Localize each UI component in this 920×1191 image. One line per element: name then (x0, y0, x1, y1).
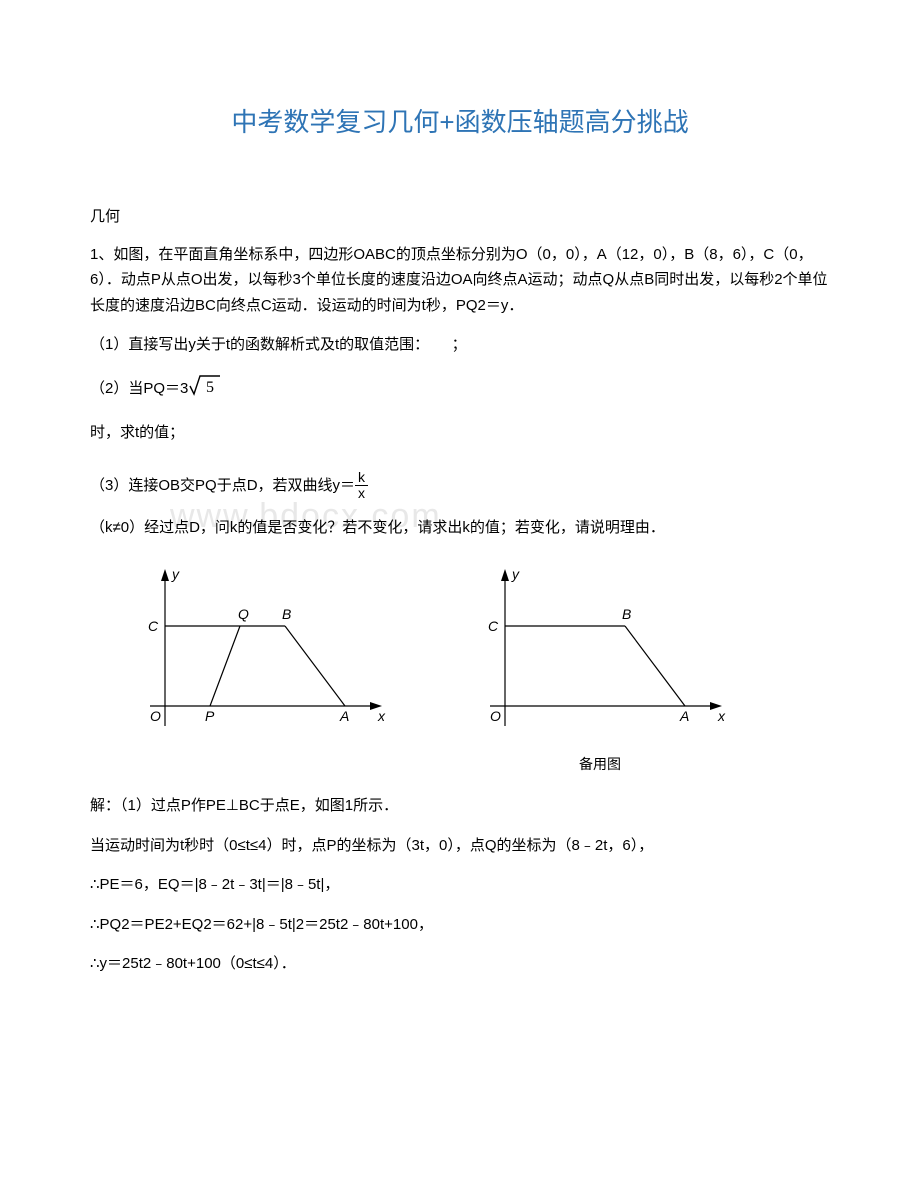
label-O-2: O (490, 708, 501, 724)
solution-line-2: 当运动时间为t秒时（0≤t≤4）时，点P的坐标为（3t，0），点Q的坐标为（8﹣… (90, 833, 830, 859)
section-header-geometry: 几何 (90, 204, 830, 230)
label-A: A (339, 708, 349, 724)
question-1: （1）直接写出y关于t的函数解析式及t的取值范围： ； (90, 332, 830, 358)
label-P: P (205, 708, 215, 724)
label-Q: Q (238, 606, 249, 622)
sqrt-expression: 5 (188, 372, 222, 407)
solution-line-3: ∴PE＝6，EQ＝|8﹣2t﹣3t|＝|8﹣5t|， (90, 872, 830, 898)
fraction-k-over-x: kx (355, 470, 368, 502)
q3-prefix: （3）连接OB交PQ于点D，若双曲线y＝ (90, 477, 355, 494)
question-3-line1: （3）连接OB交PQ于点D，若双曲线y＝kx www.bdocx.com (90, 470, 830, 502)
question-3-line2: （k≠0）经过点D，问k的值是否变化？若不变化，请求出k的值；若变化，请说明理由… (90, 515, 830, 541)
label-A-2: A (679, 708, 689, 724)
axis-label-y: y (171, 566, 180, 582)
label-B-2: B (622, 606, 631, 622)
page-title: 中考数学复习几何+函数压轴题高分挑战 (90, 100, 830, 144)
fraction-numerator: k (355, 470, 368, 486)
label-B: B (282, 606, 291, 622)
q2-prefix: （2）当PQ＝3 (90, 380, 188, 397)
axis-label-x-2: x (717, 708, 726, 724)
label-O: O (150, 708, 161, 724)
radicand: 5 (206, 379, 214, 396)
question-2-line2: 时，求t的值； (90, 420, 830, 446)
solution-line-4: ∴PQ2＝PE2+EQ2＝62+|8﹣5t|2＝25t2﹣80t+100， (90, 912, 830, 938)
diagram-row: y x C Q B O P A y x (120, 561, 830, 777)
fraction-denominator: x (355, 486, 368, 501)
diagram-left: y x C Q B O P A (120, 561, 400, 777)
label-C: C (148, 618, 159, 634)
diagram-right: y x C B O A 备用图 (460, 561, 740, 777)
solution-line-1: 解：（1）过点P作PE⊥BC于点E，如图1所示． (90, 793, 830, 819)
label-C-2: C (488, 618, 499, 634)
problem-intro: 1、如图，在平面直角坐标系中，四边形OABC的顶点坐标分别为O（0，0），A（1… (90, 242, 830, 319)
axis-label-y-2: y (511, 566, 520, 582)
diagram-right-caption: 备用图 (460, 753, 740, 777)
solution-line-5: ∴y＝25t2﹣80t+100（0≤t≤4）． (90, 951, 830, 977)
question-2-line1: （2）当PQ＝3 5 (90, 372, 830, 407)
axis-label-x: x (377, 708, 386, 724)
